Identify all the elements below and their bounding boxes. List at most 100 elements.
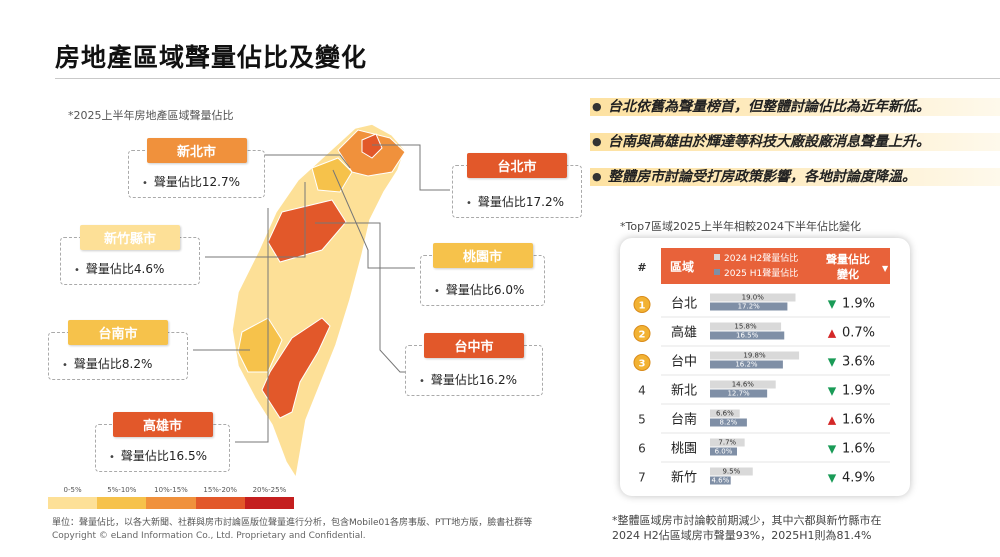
legend-swatch-h1 xyxy=(714,269,720,275)
region-share-tainan: 聲量佔比8.2% xyxy=(62,355,153,372)
bar-label-2025h1: 12.7% xyxy=(727,390,750,398)
bar-label-2025h1: 16.5% xyxy=(736,332,759,340)
callout-taichung: 台中市 聲量佔比16.2% xyxy=(405,333,543,396)
change-value: 3.6% xyxy=(842,355,875,370)
change-value: 1.6% xyxy=(842,413,875,428)
highlight-bar xyxy=(590,98,1000,116)
callout-taipei: 台北市 聲量佔比17.2% xyxy=(452,153,582,218)
down-arrow-icon: ▼ xyxy=(828,443,837,456)
region-share-taoyuan: 聲量佔比6.0% xyxy=(434,281,525,298)
change-value: 1.9% xyxy=(842,297,875,312)
bar-2024h2 xyxy=(710,293,796,302)
source-footnote: 單位：聲量佔比，以各大新聞、社群與房市討論區版位聲量進行分析，包含Mobile0… xyxy=(52,518,533,528)
rank-number: 1 xyxy=(639,301,646,312)
region-share-kaohsiung: 聲量佔比16.5% xyxy=(109,447,207,464)
bar-label-2024h2: 19.0% xyxy=(742,294,765,302)
top7-table-card: # 區域 2024 H2聲量佔比 2025 H1聲量佔比 聲量佔比 變化 ▼ 1 台北 19.0%… xyxy=(620,238,910,496)
finding-item: ● 整體房市討論受打房政策影響，各地討論度降溫。 xyxy=(590,162,1000,197)
connector-new-taipei xyxy=(265,154,351,169)
legend-label: 15%-20% xyxy=(203,486,238,494)
share-legend-bar xyxy=(48,497,295,509)
legend-swatch xyxy=(195,497,245,509)
legend-swatch xyxy=(244,497,295,509)
bar-label-2025h1: 17.2% xyxy=(738,303,761,311)
bar-2025h1 xyxy=(710,476,731,485)
bar-label-2024h2: 14.6% xyxy=(732,381,755,389)
header-region: 區域 xyxy=(670,259,694,274)
summary-note: *整體區域房市討論較前期減少，其中六都與新竹縣市在 2024 H2佔區域房市聲量… xyxy=(612,513,952,543)
region-tag-taipei: 台北市 xyxy=(467,153,567,178)
bullet-dot-icon: ● xyxy=(592,170,602,183)
region-tag-tainan: 台南市 xyxy=(68,320,168,345)
change-value: 4.9% xyxy=(842,471,875,486)
highlight-bar xyxy=(590,168,1000,186)
callout-hsinchu: 新竹縣市 聲量佔比4.6% xyxy=(60,225,200,285)
rank-number: 2 xyxy=(639,330,646,341)
bar-2024h2 xyxy=(710,438,745,447)
callout-new-taipei: 新北市 聲量佔比12.7% xyxy=(128,138,265,198)
down-arrow-icon: ▼ xyxy=(828,298,837,311)
region-name: 台南 xyxy=(671,412,697,428)
bar-2025h1 xyxy=(710,389,768,398)
bar-2025h1 xyxy=(710,331,785,340)
change-value: 1.6% xyxy=(842,442,875,457)
legend-label: 5%-10% xyxy=(107,486,137,494)
taiwan-map xyxy=(193,124,450,478)
header-change-line2: 變化 xyxy=(837,267,859,281)
down-arrow-icon: ▼ xyxy=(828,385,837,398)
region-tag-kaohsiung: 高雄市 xyxy=(112,412,213,437)
finding-item: ● 台南與高雄由於輝達等科技大廠設廠消息聲量上升。 xyxy=(590,127,1000,162)
note-line: 2024 H2佔區域房市聲量93%，2025H1則為81.4% xyxy=(612,529,872,542)
finding-item: ● 台北依舊為聲量榜首，但整體討論佔比為近年新低。 xyxy=(590,92,1000,127)
header-change-line1: 聲量佔比 xyxy=(826,252,870,266)
bar-label-2024h2: 7.7% xyxy=(718,439,736,447)
bar-label-2024h2: 9.5% xyxy=(722,468,740,476)
bar-2025h1 xyxy=(710,447,737,456)
map-caption: *2025上半年房地產區域聲量佔比 xyxy=(68,109,234,122)
rank-number: 5 xyxy=(638,413,646,427)
region-share-hsinchu: 聲量佔比4.6% xyxy=(74,260,165,277)
region-share-taichung: 聲量佔比16.2% xyxy=(419,371,517,388)
bar-label-2024h2: 19.8% xyxy=(743,352,766,360)
legend-label: 10%-15% xyxy=(154,486,188,494)
bar-2025h1 xyxy=(710,302,788,311)
connector-kaohsiung xyxy=(235,208,269,443)
key-findings: ● 台北依舊為聲量榜首，但整體討論佔比為近年新低。 ● 台南與高雄由於輝達等科技… xyxy=(590,92,1000,197)
change-value: 1.9% xyxy=(842,384,875,399)
legend-swatch-h2 xyxy=(714,254,720,260)
region-tag-hsinchu: 新竹縣市 xyxy=(80,225,180,250)
map-region-taoyuan xyxy=(311,157,353,193)
rank-number: 3 xyxy=(639,359,646,370)
change-value: 0.7% xyxy=(842,326,875,341)
table-caption: *Top7區域2025上半年相較2024下半年佔比變化 xyxy=(620,220,862,233)
rank-number: 6 xyxy=(638,442,646,456)
rank-number: 7 xyxy=(638,471,646,485)
bullet-dot-icon: ● xyxy=(592,100,602,113)
header-rank: # xyxy=(637,261,646,274)
region-name: 台北 xyxy=(671,297,697,312)
map-region-taipei xyxy=(361,133,383,159)
region-name: 高雄 xyxy=(671,325,697,341)
legend-label: 20%-25% xyxy=(252,486,287,494)
callout-taoyuan: 桃園市 聲量佔比6.0% xyxy=(420,243,545,306)
region-tag-taichung: 台中市 xyxy=(424,333,524,358)
rank-medal-icon xyxy=(633,296,651,313)
callout-kaohsiung: 高雄市 聲量佔比16.5% xyxy=(95,412,230,472)
finding-text: 台北依舊為聲量榜首，但整體討論佔比為近年新低。 xyxy=(608,99,930,115)
legend-swatch xyxy=(48,497,98,509)
share-legend-labels: 0-5% 5%-10% 10%-15% 15%-20% 20%-25% xyxy=(48,486,294,494)
region-tag-taoyuan: 桃園市 xyxy=(432,243,533,268)
legend-label-h1: 2025 H1聲量佔比 xyxy=(724,267,798,279)
bar-label-2025h1: 4.6% xyxy=(711,477,729,485)
bar-label-2025h1: 8.2% xyxy=(720,419,738,427)
bar-label-2024h2: 15.8% xyxy=(734,323,757,331)
region-share-new-taipei: 聲量佔比12.7% xyxy=(142,173,240,190)
legend-swatch xyxy=(146,497,196,509)
legend-label-h2: 2024 H2聲量佔比 xyxy=(724,252,798,264)
bar-label-2025h1: 16.2% xyxy=(735,361,758,369)
bar-label-2025h1: 6.0% xyxy=(715,448,733,456)
bar-2024h2 xyxy=(710,322,782,331)
bar-2024h2 xyxy=(710,467,753,476)
page-title: 房地產區域聲量佔比及變化 xyxy=(55,43,368,72)
